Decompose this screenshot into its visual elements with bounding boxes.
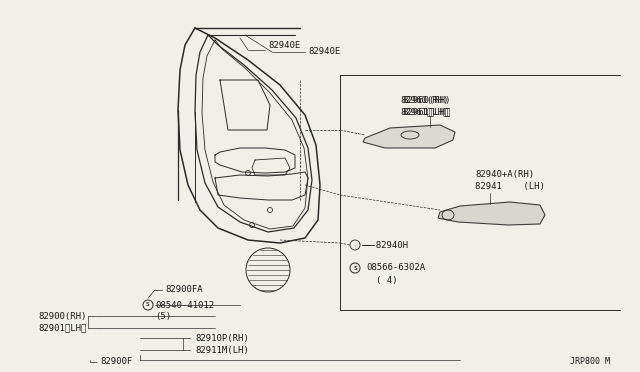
Text: – 82940H: – 82940H [365,241,408,250]
Text: 82910P(RH): 82910P(RH) [195,334,249,343]
Text: 82911M(LH): 82911M(LH) [195,346,249,355]
Text: 82900(RH): 82900(RH) [38,311,86,321]
Text: 82961〈LH〉: 82961〈LH〉 [402,108,451,116]
Text: 82960(RH): 82960(RH) [400,96,449,105]
Text: 82900F: 82900F [100,357,132,366]
Text: 82941    (LH): 82941 (LH) [475,183,545,192]
Text: 82940+A(RH): 82940+A(RH) [475,170,534,180]
Text: S: S [353,266,357,270]
Text: ( 4): ( 4) [376,276,397,285]
Text: 82960(RH): 82960(RH) [402,96,451,105]
Text: (5): (5) [155,312,171,321]
Text: 82901〈LH〉: 82901〈LH〉 [38,324,86,333]
Text: S: S [146,302,150,308]
Text: 82900FA: 82900FA [165,285,203,295]
Text: 08540-41012: 08540-41012 [155,301,214,310]
Text: 82940E: 82940E [268,42,300,51]
Text: 82940E: 82940E [308,48,340,57]
Text: 08566-6302A: 08566-6302A [366,263,425,273]
Text: 82961〈LH〉: 82961〈LH〉 [400,108,449,116]
Polygon shape [438,202,545,225]
Text: JRP800 M: JRP800 M [570,357,610,366]
Polygon shape [363,125,455,148]
